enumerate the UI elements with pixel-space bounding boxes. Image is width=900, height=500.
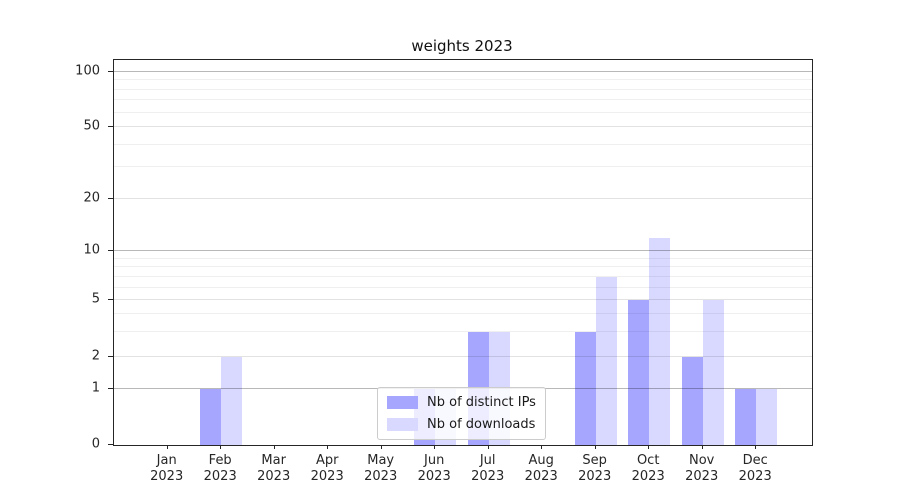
bar-downloads-nov xyxy=(702,300,724,445)
x-tick-dec xyxy=(755,445,757,449)
gridline-y50 xyxy=(114,126,812,128)
gridline-minor-y60 xyxy=(114,111,812,113)
x-tick-label-feb: Feb 2023 xyxy=(203,453,237,484)
bar-distinct-ips-nov xyxy=(681,356,703,445)
bar-distinct-ips-dec xyxy=(735,388,757,445)
legend-swatch-distinct-ips xyxy=(387,396,418,409)
x-tick-label-jul: Jul 2023 xyxy=(471,453,505,484)
gridline-minor-y6 xyxy=(114,286,812,288)
y-tick-50 xyxy=(108,126,113,128)
x-tick-label-mar: Mar 2023 xyxy=(257,453,291,484)
x-tick-jun xyxy=(434,445,436,449)
bar-distinct-ips-sep xyxy=(574,331,596,445)
x-tick-label-aug: Aug 2023 xyxy=(524,453,558,484)
y-tick-label-100: 100 xyxy=(75,63,100,79)
legend: Nb of distinct IPs Nb of downloads xyxy=(377,387,546,440)
legend-swatch-downloads xyxy=(387,418,418,431)
legend-entry-downloads: Nb of downloads xyxy=(387,417,536,432)
bar-distinct-ips-feb xyxy=(200,388,222,445)
gridline-minor-y30 xyxy=(114,166,812,168)
x-tick-apr xyxy=(327,445,329,449)
gridline-minor-y7 xyxy=(114,275,812,277)
legend-label-downloads: Nb of downloads xyxy=(427,417,536,432)
y-tick-2 xyxy=(108,355,113,357)
x-tick-label-jan: Jan 2023 xyxy=(150,453,184,484)
x-tick-jul xyxy=(487,445,489,449)
bar-distinct-ips-oct xyxy=(628,300,650,445)
y-tick-label-0: 0 xyxy=(91,436,100,452)
y-tick-label-50: 50 xyxy=(83,118,100,134)
y-tick-label-1: 1 xyxy=(91,380,100,396)
x-tick-may xyxy=(380,445,382,449)
gridline-minor-y8 xyxy=(114,266,812,268)
x-tick-label-nov: Nov 2023 xyxy=(685,453,719,484)
bar-downloads-dec xyxy=(756,388,778,445)
x-tick-oct xyxy=(648,445,650,449)
bar-downloads-oct xyxy=(649,237,671,445)
gridline-minor-y70 xyxy=(114,99,812,101)
x-tick-mar xyxy=(273,445,275,449)
x-tick-aug xyxy=(541,445,543,449)
x-tick-label-apr: Apr 2023 xyxy=(310,453,344,484)
legend-entry-distinct-ips: Nb of distinct IPs xyxy=(387,395,536,410)
gridline-minor-y3 xyxy=(114,330,812,332)
x-tick-nov xyxy=(701,445,703,449)
gridline-y5 xyxy=(114,299,812,301)
y-tick-5 xyxy=(108,299,113,301)
x-tick-sep xyxy=(594,445,596,449)
gridline-y20 xyxy=(114,197,812,199)
y-tick-label-2: 2 xyxy=(91,348,100,364)
x-tick-feb xyxy=(220,445,222,449)
y-tick-20 xyxy=(108,197,113,199)
y-tick-0 xyxy=(108,444,113,445)
y-tick-label-20: 20 xyxy=(83,190,100,206)
bar-downloads-sep xyxy=(595,276,617,445)
y-tick-100 xyxy=(108,70,113,72)
y-tick-label-10: 10 xyxy=(83,242,100,258)
bar-downloads-feb xyxy=(221,356,243,445)
gridline-y100 xyxy=(114,70,812,72)
y-tick-10 xyxy=(108,250,113,252)
gridline-minor-y90 xyxy=(114,79,812,81)
gridline-minor-y4 xyxy=(114,313,812,315)
legend-label-distinct-ips: Nb of distinct IPs xyxy=(427,395,536,410)
gridline-minor-y9 xyxy=(114,257,812,259)
chart-title: weights 2023 xyxy=(411,37,513,55)
y-tick-label-5: 5 xyxy=(91,291,100,307)
plot-area: Nb of distinct IPs Nb of downloads xyxy=(113,59,813,446)
x-tick-label-jun: Jun 2023 xyxy=(417,453,451,484)
gridline-y10 xyxy=(114,250,812,252)
gridline-y2 xyxy=(114,355,812,357)
x-tick-label-sep: Sep 2023 xyxy=(578,453,612,484)
x-tick-label-dec: Dec 2023 xyxy=(738,453,772,484)
y-tick-1 xyxy=(108,387,113,389)
gridline-minor-y80 xyxy=(114,88,812,90)
x-tick-jan xyxy=(166,445,168,449)
x-tick-label-may: May 2023 xyxy=(364,453,398,484)
x-tick-label-oct: Oct 2023 xyxy=(631,453,665,484)
gridline-minor-y40 xyxy=(114,143,812,145)
